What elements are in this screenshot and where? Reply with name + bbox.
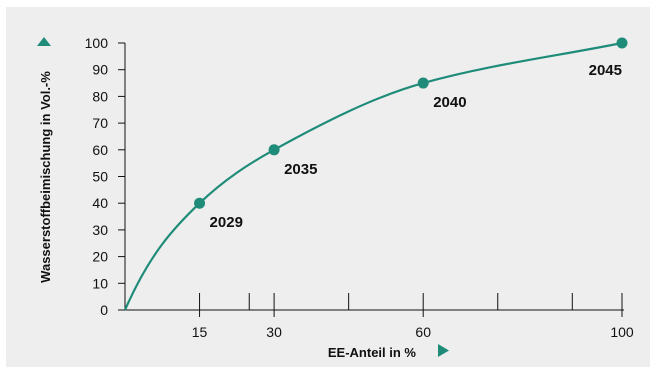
x-tick-label: 30 [266, 324, 282, 340]
data-point [268, 144, 280, 156]
y-tick-label: 90 [92, 62, 108, 78]
triangle-right-icon [438, 344, 449, 357]
y-tick-label: 40 [92, 195, 108, 211]
x-tick-label: 100 [610, 324, 634, 340]
y-tick-label: 30 [92, 222, 108, 238]
x-axis-title: EE-Anteil in % [328, 345, 417, 360]
x-tick-label: 60 [415, 324, 431, 340]
data-label: 2045 [589, 62, 622, 79]
data-point [616, 37, 628, 49]
data-line [123, 41, 623, 311]
y-tick-label: 60 [92, 142, 108, 158]
y-tick-label: 70 [92, 115, 108, 131]
chart-panel: Wasserstoffbeimischung in Vol.-% EE-Ante… [6, 7, 650, 367]
y-axis-title: Wasserstoffbeimischung in Vol.-% [38, 71, 53, 283]
data-point [194, 197, 206, 209]
data-label: 2040 [433, 94, 466, 111]
data-label: 2029 [210, 214, 243, 231]
y-tick-label: 80 [92, 88, 108, 104]
y-tick-label: 20 [92, 249, 108, 265]
x-tick-label: 15 [192, 324, 208, 340]
y-tick-label: 50 [92, 169, 108, 185]
data-label: 2035 [284, 161, 317, 178]
triangle-up-icon [37, 37, 51, 46]
data-point [417, 77, 429, 89]
line-chart: Wasserstoffbeimischung in Vol.-% EE-Ante… [37, 35, 634, 360]
y-tick-label: 0 [100, 302, 108, 318]
y-tick-label: 100 [85, 35, 109, 51]
y-tick-label: 10 [92, 275, 108, 291]
